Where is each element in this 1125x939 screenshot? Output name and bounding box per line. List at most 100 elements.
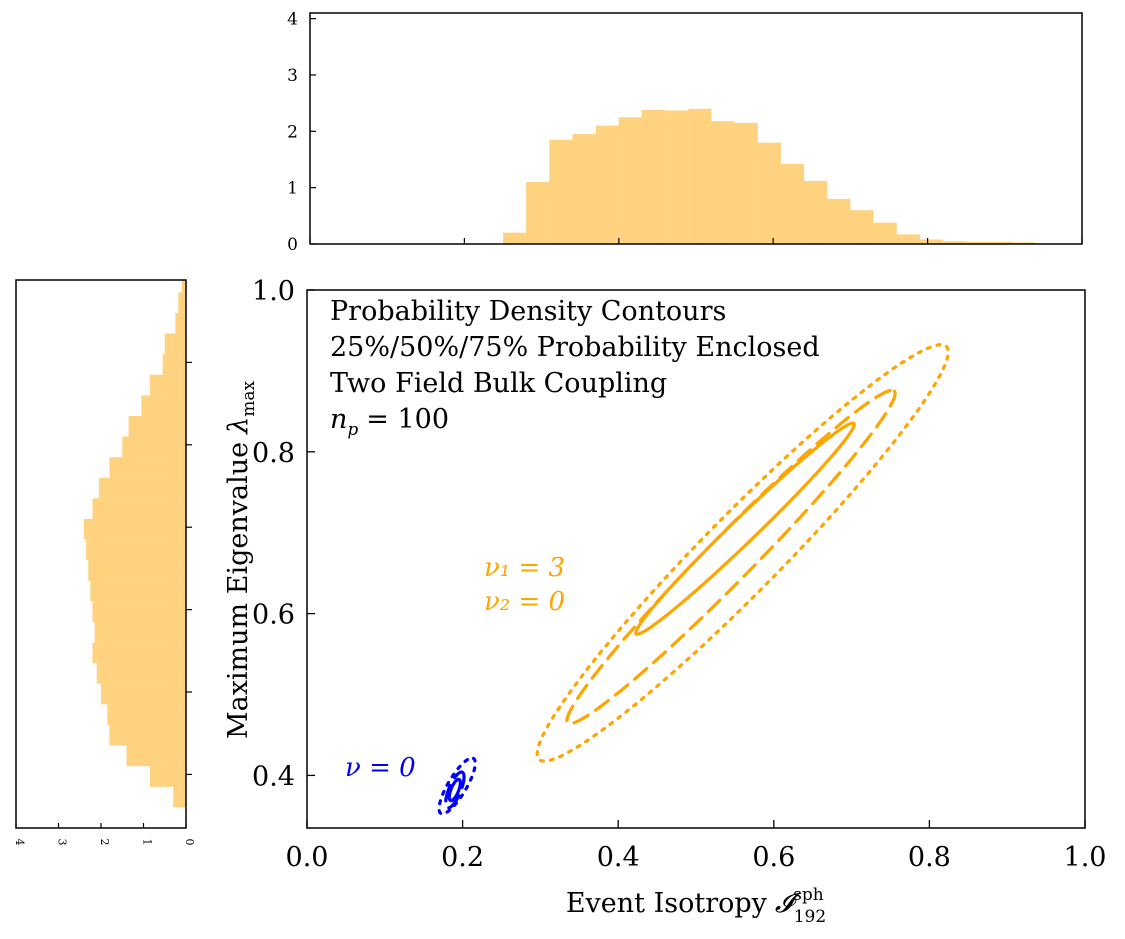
left-hist-bar-8	[94, 621, 186, 643]
contour-series1-75pct	[437, 756, 477, 816]
x-tick-label-4: 0.8	[908, 842, 951, 873]
left-hist-bar-1	[149, 766, 186, 787]
left-hist-bar-24	[178, 292, 186, 313]
top-hist-bar-13	[804, 180, 828, 244]
left-hist-bar-25	[181, 280, 186, 293]
x-axis-label-text: Event Isotropy	[566, 888, 768, 919]
left-hist-bar-9	[92, 601, 186, 622]
top-hist-bar-7	[665, 110, 689, 244]
top-hist-bar-1	[526, 182, 550, 244]
np-symbol: n	[330, 404, 347, 435]
top-y-tick-label-2: 2	[287, 122, 298, 142]
x-tick-label-0: 0.0	[286, 842, 329, 873]
left-hist-bar-3	[109, 724, 186, 746]
left-hist-bar-15	[98, 477, 186, 499]
series-label-nu0: ν = 0	[345, 753, 416, 783]
y-tick-label-1: 0.6	[252, 600, 295, 631]
top-hist-bar-11	[757, 142, 781, 244]
top-hist-bar-15	[850, 210, 874, 244]
top-y-tick-label-0: 0	[287, 235, 298, 255]
y-tick-label-2: 0.8	[252, 438, 295, 469]
left-hist-bar-0	[173, 786, 186, 808]
top-histogram-frame	[309, 12, 1083, 245]
legend-line-2: 25%/50%/75% Probability Enclosed	[330, 332, 820, 363]
left-hist-bar-6	[96, 663, 186, 684]
left-hist-bar-2	[126, 745, 186, 767]
left-hist-bar-16	[109, 457, 186, 478]
top-hist-bar-6	[641, 109, 666, 244]
top-hist-bar-4	[595, 125, 619, 244]
y-axis-label-sub: max	[239, 381, 259, 417]
np-label: np = 100	[330, 404, 449, 440]
top-y-tick-label-1: 1	[287, 179, 298, 199]
contour-series0-75pct	[535, 343, 950, 763]
top-hist-bar-8	[688, 108, 712, 244]
left-hist-bar-12	[86, 539, 186, 561]
y-axis-label-text: Maximum Eigenvalue	[223, 442, 254, 739]
x-axis-label-sub: 192	[794, 907, 826, 927]
left-hist-bar-20	[149, 374, 186, 396]
left-hist-bar-14	[92, 498, 186, 519]
legend-line-3: Two Field Bulk Coupling	[330, 368, 667, 399]
top-hist-bar-2	[549, 139, 573, 244]
legend-line-1: Probability Density Contours	[330, 296, 726, 327]
left-hist-bar-13	[84, 518, 186, 540]
top-hist-bar-22	[1012, 242, 1036, 244]
top-hist-bar-12	[780, 163, 805, 244]
x-tick-label-5: 1.0	[1064, 842, 1107, 873]
left-hist-bar-23	[175, 312, 186, 334]
x-tick-label-3: 0.6	[752, 842, 795, 873]
x-axis-label-sup: sph	[793, 885, 824, 905]
top-hist-bar-19	[943, 241, 967, 244]
left-hist-bar-21	[162, 354, 186, 375]
contour-series0-25pct	[634, 421, 856, 636]
left-hist-bar-10	[90, 580, 186, 602]
np-subscript: p	[347, 420, 358, 440]
left-hist-bar-17	[122, 436, 186, 458]
top-hist-bar-9	[711, 121, 735, 244]
left-x-tick-label-2: 2	[98, 839, 111, 846]
x-axis-label: Event Isotropy 𝓘sph 192	[566, 885, 826, 927]
left-x-tick-label-0: 4	[13, 839, 26, 846]
x-tick-label-2: 0.4	[597, 842, 640, 873]
top-hist-bar-21	[989, 241, 1013, 244]
top-y-tick-label-3: 3	[287, 66, 298, 86]
top-hist-bar-14	[827, 198, 851, 244]
main-plot-frame	[306, 289, 1086, 829]
contour-series1-25pct	[447, 777, 462, 803]
left-x-tick-label-3: 1	[141, 839, 154, 846]
top-hist-bar-17	[896, 234, 920, 244]
left-hist-bar-4	[107, 704, 186, 725]
left-hist-bar-18	[128, 415, 186, 437]
left-x-tick-label-4: 0	[183, 839, 196, 846]
top-hist-bar-20	[966, 241, 990, 244]
left-hist-bar-7	[92, 642, 186, 664]
top-hist-bar-10	[734, 122, 758, 244]
y-axis-label-symbol: λ	[223, 417, 254, 435]
contour-series1-50pct	[444, 770, 466, 810]
np-value: = 100	[366, 404, 449, 435]
top-hist-bar-16	[873, 222, 897, 244]
left-histogram-frame	[15, 279, 187, 829]
top-hist-bar-3	[572, 134, 596, 244]
left-hist-bar-5	[101, 683, 186, 705]
top-histogram: 0 1 2 3 4	[287, 10, 1083, 255]
series-label-nu2: ν₂ = 0	[484, 587, 565, 617]
left-hist-bar-22	[164, 333, 186, 355]
main-contour-plot: 0.0 0.2 0.4 0.6 0.8 1.0 0.4 0.6 0.8 1.0 Probabili…	[252, 276, 1106, 873]
top-hist-bar-18	[919, 239, 944, 244]
left-hist-bar-11	[88, 560, 186, 581]
top-hist-bar-5	[618, 117, 642, 244]
top-y-tick-label-4: 4	[287, 10, 298, 30]
left-hist-bar-19	[141, 395, 186, 416]
y-axis-label: Maximum Eigenvalue λmax	[223, 381, 259, 740]
y-tick-label-3: 1.0	[252, 276, 295, 307]
left-histogram: 4 3 2 1 0	[13, 279, 196, 846]
y-tick-label-0: 0.4	[252, 761, 295, 792]
contour-series0-50pct	[565, 388, 897, 726]
left-x-tick-label-1: 3	[56, 839, 69, 846]
series-label-nu1: ν₁ = 3	[484, 553, 565, 583]
x-tick-label-1: 0.2	[441, 842, 484, 873]
top-hist-bar-0	[503, 232, 527, 244]
